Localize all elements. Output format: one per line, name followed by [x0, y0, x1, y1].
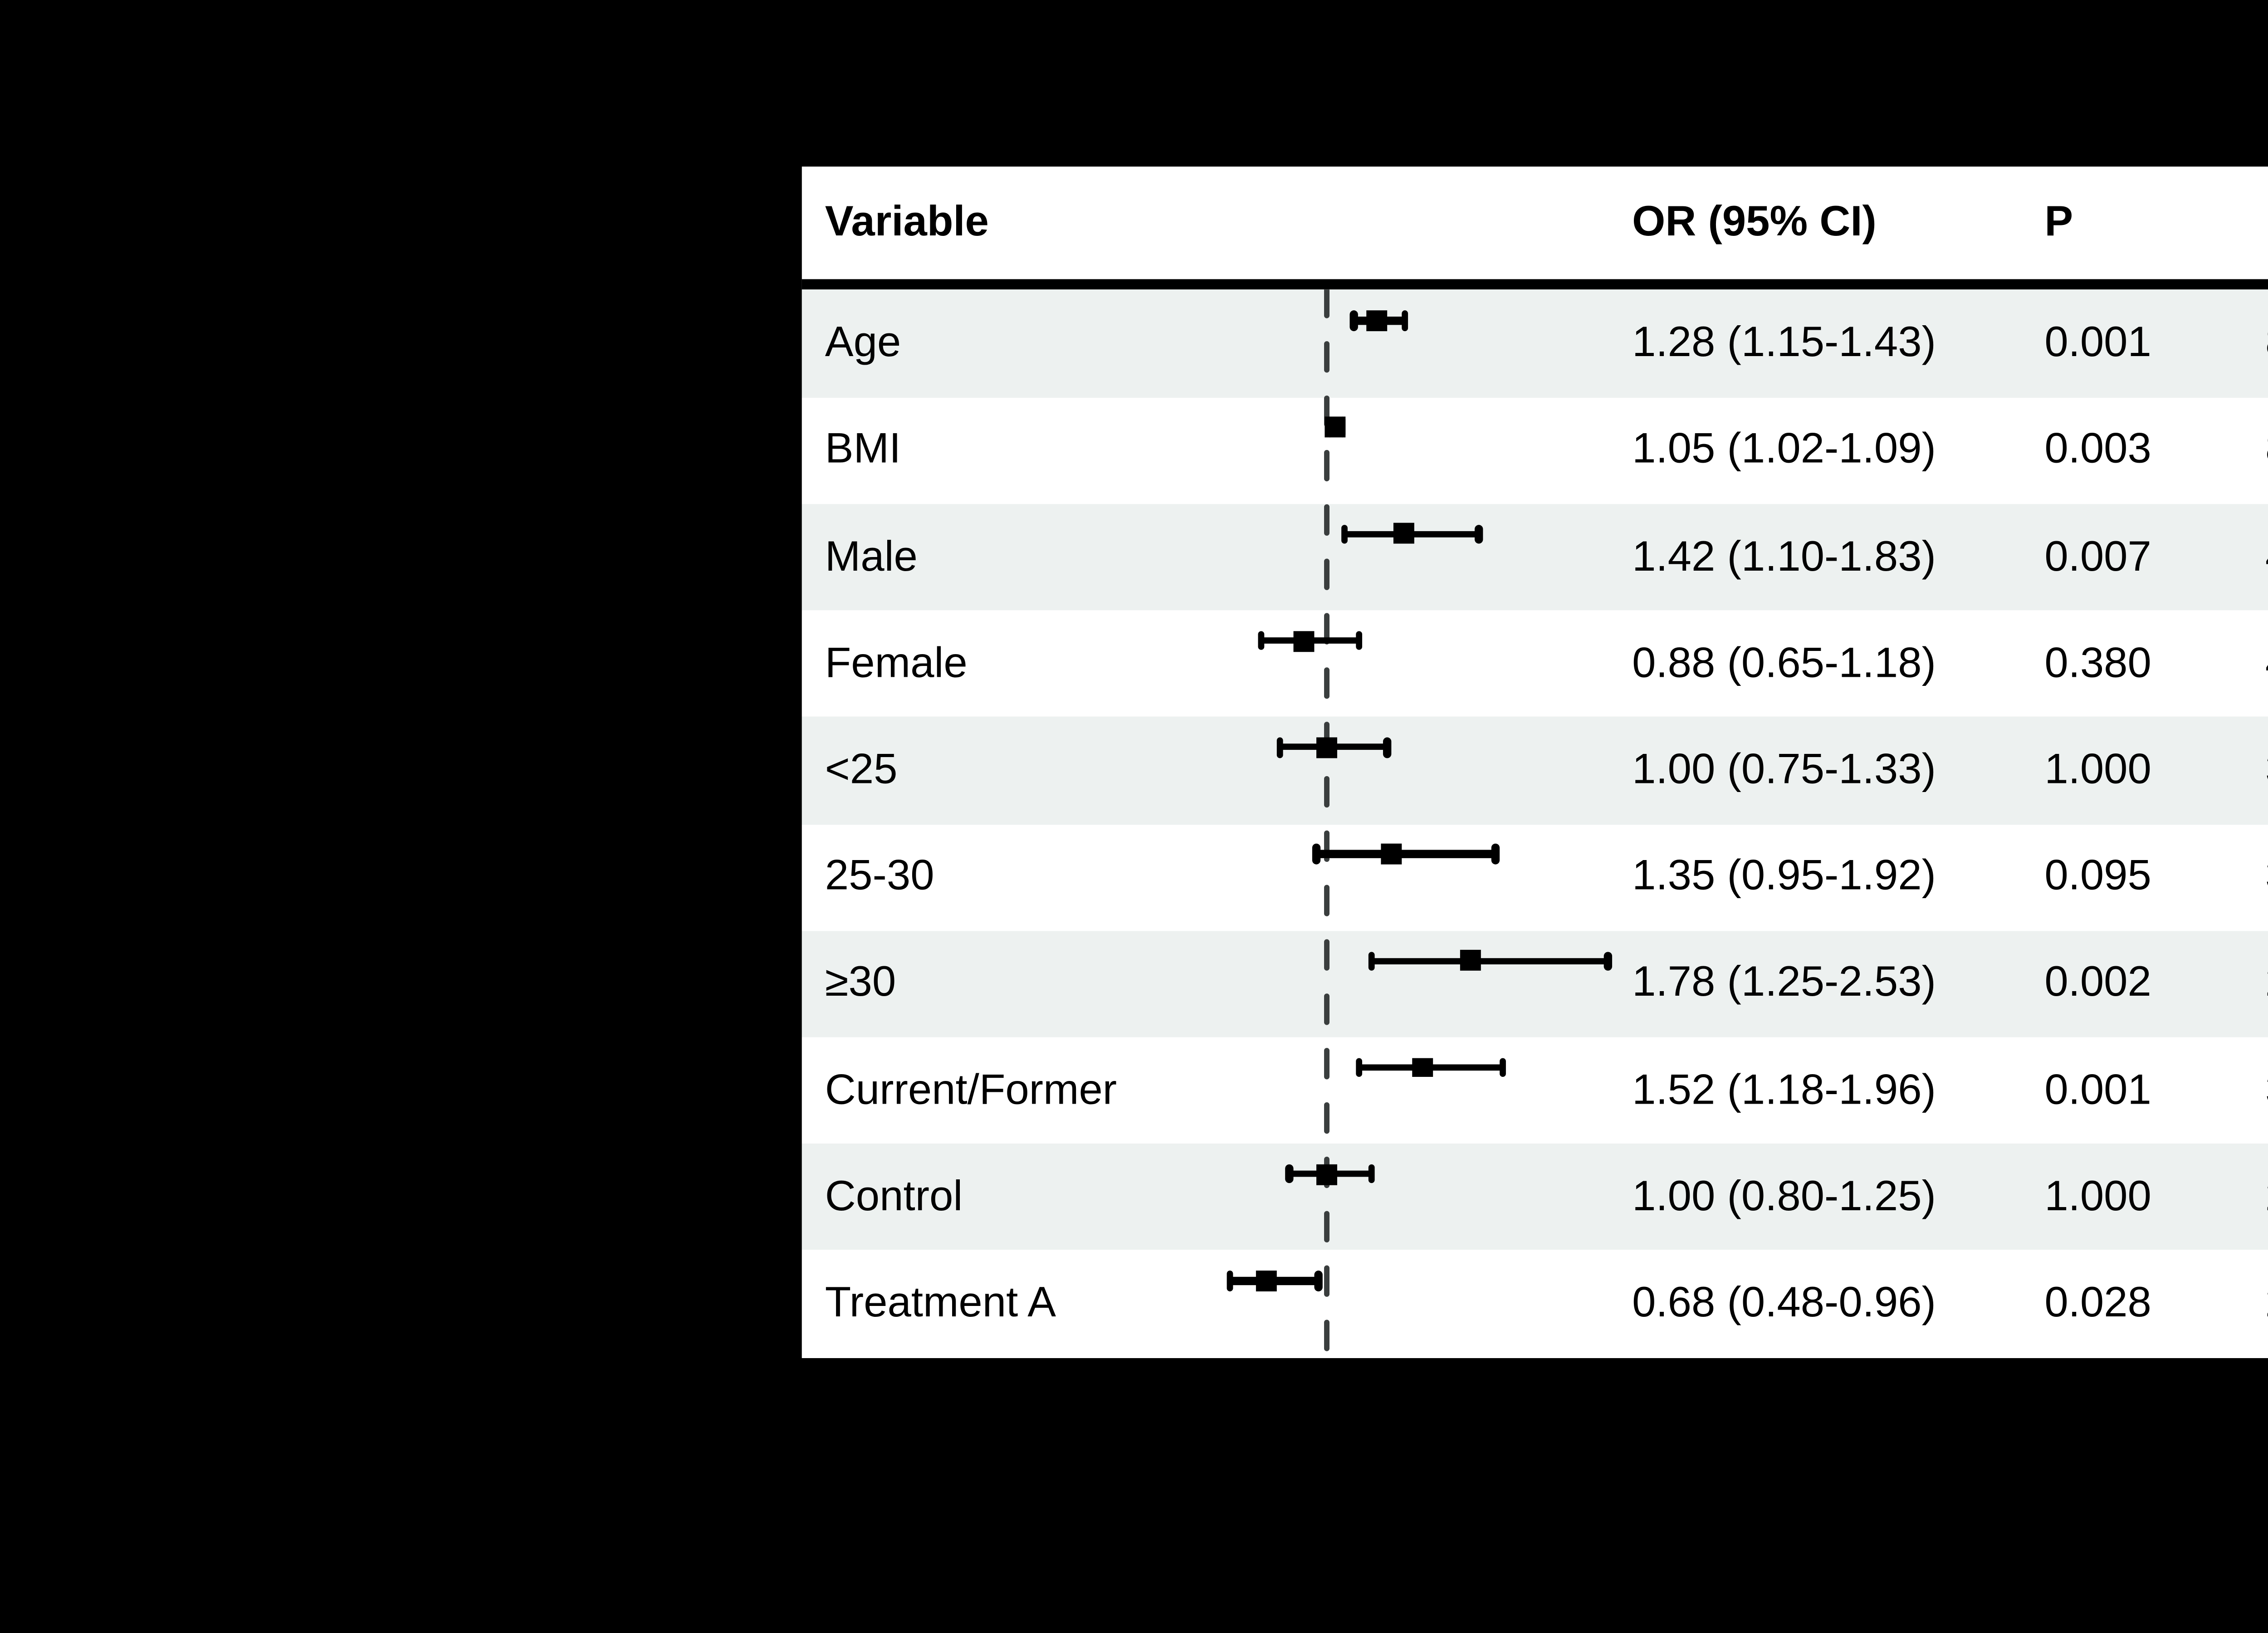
p-value: 0.001: [2044, 1066, 2151, 1114]
point-estimate-marker: [1393, 523, 1414, 545]
ci-cap-right: [1315, 1271, 1322, 1291]
table-header-row: Variable OR (95% CI) P N: [801, 166, 2268, 280]
row-label: 25-30: [825, 852, 934, 900]
header-or-ci: OR (95% CI): [1632, 198, 1877, 246]
p-value: 0.007: [2044, 532, 2151, 580]
n-value: 850: [2265, 290, 2268, 397]
row-label: Current/Former: [825, 1066, 1117, 1114]
p-value: 0.095: [2044, 852, 2151, 900]
table-row: Age 1.28 (1.15-1.43) 0.001 850: [801, 290, 2268, 397]
ci-whisker: [1372, 957, 1608, 964]
point-estimate-marker: [1293, 630, 1314, 651]
ci-marker-group: [801, 611, 2268, 717]
n-value: 285: [2265, 1251, 2268, 1357]
p-value: 0.028: [2044, 1279, 2151, 1327]
n-value: 380: [2265, 1037, 2268, 1144]
p-value: 0.003: [2044, 425, 2151, 474]
ci-marker-group: [801, 1251, 2268, 1357]
point-estimate-marker: [1459, 950, 1481, 971]
or-ci-value: 1.35 (0.95-1.92): [1632, 852, 1936, 900]
ci-cap-left: [1340, 524, 1348, 544]
or-ci-value: 1.00 (0.75-1.33): [1632, 745, 1936, 794]
or-ci-value: 0.68 (0.48-0.96): [1632, 1279, 1936, 1327]
or-ci-value: 1.52 (1.18-1.96): [1632, 1066, 1936, 1114]
ci-cap-right: [1383, 738, 1391, 758]
row-label: Male: [825, 532, 918, 580]
ci-marker-group: [801, 717, 2268, 824]
row-label: Control: [825, 1172, 963, 1221]
forest-plot-table: Variable OR (95% CI) P N Age 1.28 (1.15-1…: [801, 166, 2268, 1358]
row-label: Age: [825, 318, 901, 367]
row-label: Treatment A: [825, 1279, 1056, 1327]
or-ci-value: 1.05 (1.02-1.09): [1632, 425, 1936, 474]
table-row: 25-30 1.35 (0.95-1.92) 0.095 310: [801, 824, 2268, 931]
table-row: Control 1.00 (0.80-1.25) 1.000 280: [801, 1144, 2268, 1251]
n-value: 425: [2265, 504, 2268, 611]
ci-cap-right: [1604, 951, 1612, 971]
p-value: 0.001: [2044, 318, 2151, 367]
table-row: Current/Former 1.52 (1.18-1.96) 0.001 380: [801, 1037, 2268, 1144]
ci-whisker: [1316, 851, 1496, 858]
or-ci-value: 1.28 (1.15-1.43): [1632, 318, 1936, 367]
ci-marker-group: [801, 290, 2268, 397]
ci-cap-right: [1499, 1057, 1507, 1077]
table-row: Male 1.42 (1.10-1.83) 0.007 425: [801, 504, 2268, 611]
row-label: <25: [825, 745, 898, 794]
point-estimate-marker: [1411, 1057, 1432, 1078]
ci-cap-right: [1402, 311, 1409, 331]
table-body: Age 1.28 (1.15-1.43) 0.001 850 BMI 1.05 (1.02…: [801, 290, 2268, 1358]
ci-marker-group: [801, 931, 2268, 1037]
ci-marker-group: [801, 504, 2268, 611]
ci-cap-right: [1355, 631, 1363, 651]
ci-cap-right: [1475, 524, 1483, 544]
n-value: 280: [2265, 1144, 2268, 1251]
or-ci-value: 1.42 (1.10-1.83): [1632, 532, 1936, 580]
table-row: ≥30 1.78 (1.25-2.53) 0.002 220: [801, 930, 2268, 1037]
table-row: BMI 1.05 (1.02-1.09) 0.003 850: [801, 397, 2268, 504]
row-label: Female: [825, 639, 968, 687]
ci-cap-left: [1313, 844, 1320, 864]
ci-cap-left: [1276, 738, 1284, 758]
n-value: 320: [2265, 717, 2268, 824]
ci-marker-group: [801, 1037, 2268, 1144]
p-value: 1.000: [2044, 745, 2151, 794]
point-estimate-marker: [1315, 737, 1336, 758]
ci-cap-left: [1350, 311, 1357, 331]
or-ci-value: 1.00 (0.80-1.25): [1632, 1172, 1936, 1221]
n-value: 425: [2265, 611, 2268, 717]
p-value: 1.000: [2044, 1172, 2151, 1221]
point-estimate-marker: [1315, 1164, 1336, 1185]
ci-cap-left: [1285, 1164, 1293, 1184]
header-variable: Variable: [825, 198, 989, 246]
point-estimate-marker: [1325, 417, 1346, 438]
point-estimate-marker: [1367, 310, 1388, 331]
ci-cap-left: [1226, 1271, 1234, 1291]
p-value: 0.002: [2044, 959, 2151, 1007]
ci-marker-group: [801, 397, 2268, 504]
ci-cap-right: [1368, 1164, 1376, 1184]
ci-cap-right: [1492, 844, 1500, 864]
n-value: 310: [2265, 824, 2268, 930]
table-row: Treatment A 0.68 (0.48-0.96) 0.028 285: [801, 1251, 2268, 1358]
point-estimate-marker: [1256, 1270, 1277, 1291]
table-row: Female 0.88 (0.65-1.18) 0.380 425: [801, 610, 2268, 718]
or-ci-value: 0.88 (0.65-1.18): [1632, 639, 1936, 687]
header-p-value: P: [2044, 198, 2073, 246]
p-value: 0.380: [2044, 639, 2151, 687]
header-n: N: [2265, 166, 2268, 280]
table-row: <25 1.00 (0.75-1.33) 1.000 320: [801, 717, 2268, 824]
ci-cap-left: [1368, 951, 1376, 971]
row-label: ≥30: [825, 959, 896, 1007]
header-rule: [801, 279, 2268, 291]
or-ci-value: 1.78 (1.25-2.53): [1632, 959, 1936, 1007]
n-value: 220: [2265, 931, 2268, 1037]
n-value: 850: [2265, 397, 2268, 504]
ci-marker-group: [801, 824, 2268, 930]
ci-cap-left: [1257, 631, 1265, 651]
point-estimate-marker: [1380, 844, 1401, 865]
row-label: BMI: [825, 425, 901, 474]
ci-cap-left: [1355, 1057, 1363, 1077]
ci-marker-group: [801, 1144, 2268, 1251]
